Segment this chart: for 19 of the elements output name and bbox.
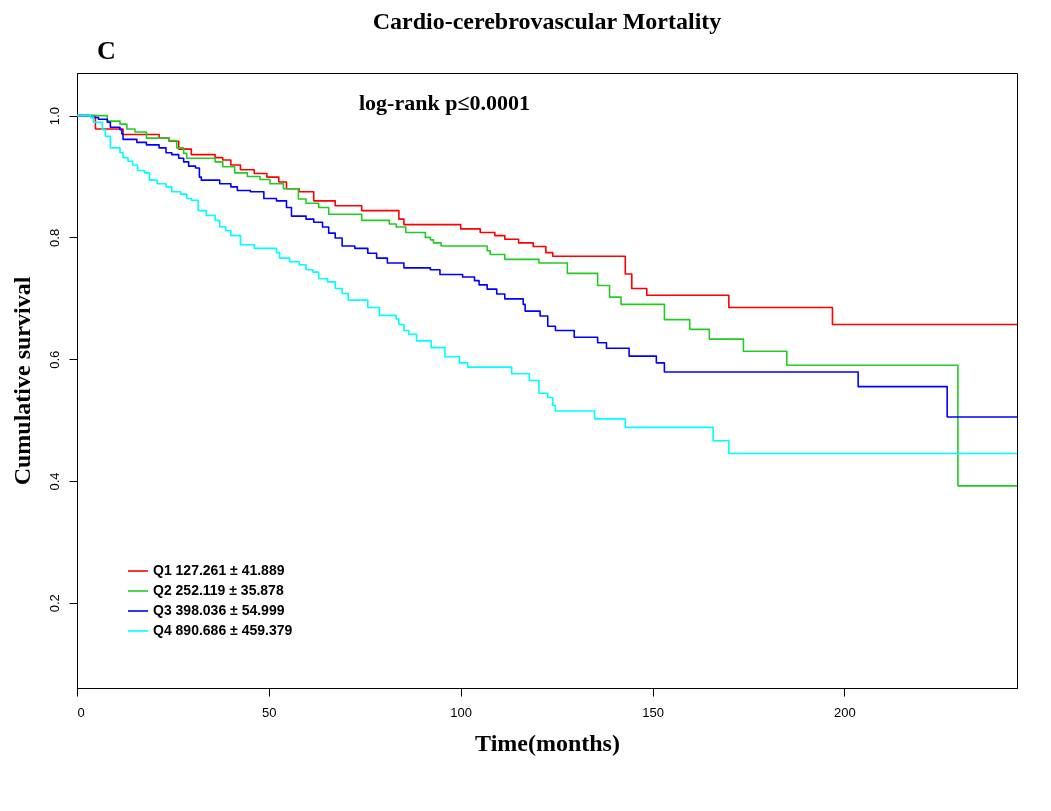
y-tick-label: 0.4 [46, 472, 62, 491]
x-tick-label: 100 [450, 704, 473, 720]
y-tick-label: 0.2 [46, 594, 62, 613]
x-tick-label: 200 [834, 704, 856, 720]
annotation: log-rank p≤0.0001 [359, 90, 530, 115]
text: C [97, 36, 116, 65]
chart-title: Cardio-cerebrovascular Mortality [372, 8, 722, 34]
legend-label: Q4 890.686 ± 459.379 [153, 622, 293, 638]
y-axis-title: Cumulative survival [8, 276, 35, 486]
x-tick-label: 0 [77, 704, 85, 720]
x-tick-label: 150 [642, 704, 664, 720]
y-tick-label: 0.6 [46, 350, 62, 369]
legend-label: Q3 398.036 ± 54.999 [153, 602, 285, 618]
legend-label: Q1 127.261 ± 41.889 [153, 562, 285, 578]
y-tick-label: 0.8 [46, 228, 62, 247]
y-tick-label: 1.0 [46, 107, 62, 126]
x-axis-title: Time(months) [475, 729, 620, 756]
x-tick-label: 50 [262, 704, 277, 720]
legend-label: Q2 252.119 ± 35.878 [153, 582, 284, 598]
